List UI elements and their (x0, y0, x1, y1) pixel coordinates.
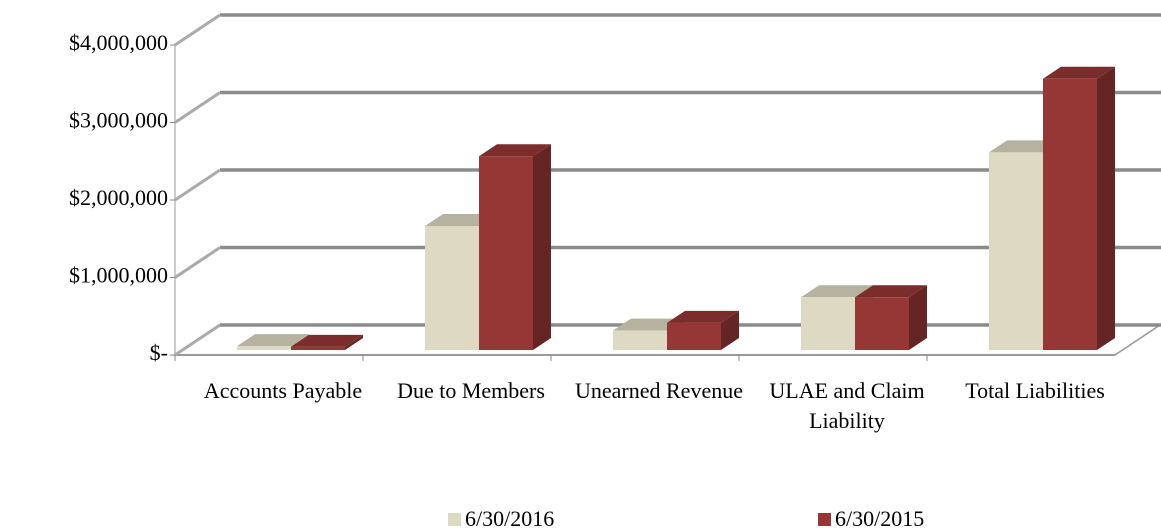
grid-line-side (174, 246, 221, 279)
bar (479, 156, 533, 350)
legend-item: 6/30/2016 (448, 505, 554, 532)
x-tick-label: ULAE and Claim Liability (769, 378, 925, 433)
bar-top (801, 285, 873, 298)
bar-side (533, 144, 551, 350)
legend-item: 6/30/2015 (818, 505, 924, 532)
y-tick-label: $- (150, 340, 168, 365)
x-tick-label: Accounts Payable (203, 378, 363, 403)
bar-side (345, 334, 363, 350)
bar (989, 152, 1043, 350)
grid-line-side (174, 13, 221, 47)
grid-line-side (174, 168, 221, 202)
bar-top (291, 334, 363, 347)
y-tick-label: $2,000,000 (69, 185, 168, 210)
legend-swatch (818, 513, 831, 526)
bar (1043, 78, 1097, 350)
y-tick-label: $3,000,000 (69, 108, 168, 133)
x-tick-label: Unearned Revenue (575, 378, 743, 403)
bar-side (721, 310, 739, 350)
bar-top (667, 310, 739, 323)
bar (667, 322, 721, 350)
bar-top (479, 144, 551, 157)
x-tick-label: Due to Members (397, 378, 545, 403)
legend-label: 6/30/2016 (465, 506, 555, 531)
bar-top (855, 285, 927, 298)
bar (237, 346, 291, 350)
legend-label: 6/30/2015 (835, 506, 925, 531)
y-tick-label: $4,000,000 (69, 30, 168, 55)
grid-line-side (174, 323, 221, 357)
bar (855, 297, 909, 350)
bar (291, 346, 345, 350)
y-tick-label: $1,000,000 (69, 263, 168, 288)
bar-top (237, 334, 309, 347)
x-tick-label: Total Liabilities (965, 378, 1105, 403)
grid-line-side (174, 91, 221, 124)
bar-side (1097, 66, 1115, 350)
bar-top (1043, 66, 1115, 79)
legend-swatch (448, 513, 461, 526)
bar (801, 297, 855, 350)
bar (613, 330, 667, 350)
bar (425, 226, 479, 350)
bar-side (909, 285, 927, 350)
